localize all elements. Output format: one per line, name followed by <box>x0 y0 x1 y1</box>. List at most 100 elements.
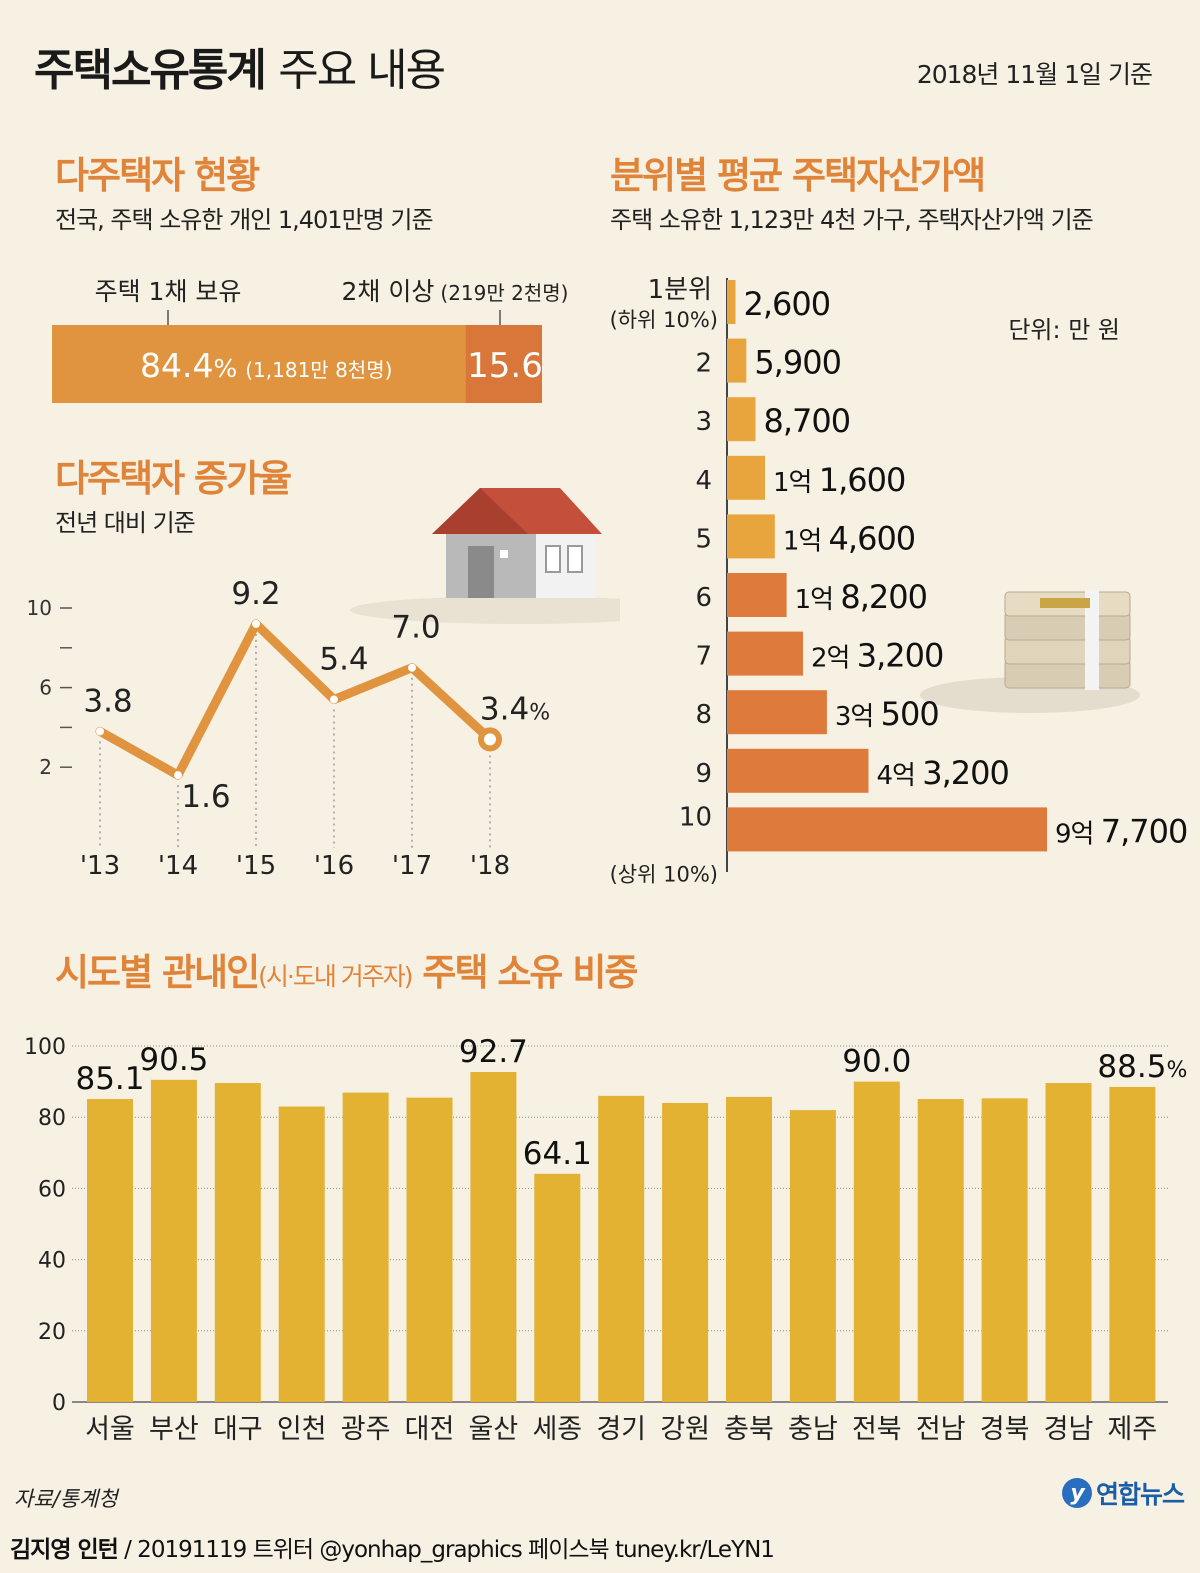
region-x-label: 광주 <box>341 1414 391 1445</box>
region-data-labels: 85.190.5 92.7 64.1 90.0 88.5% <box>75 1034 1187 1172</box>
asset-value-label: 5,900 <box>754 344 841 382</box>
region-bar <box>406 1097 453 1402</box>
region-x-label: 전북 <box>852 1414 902 1445</box>
region-ytick: 60 <box>38 1177 66 1202</box>
region-bar <box>853 1081 900 1402</box>
growth-polyline <box>95 619 495 780</box>
asset-bar <box>727 690 827 735</box>
region-bar <box>789 1110 836 1402</box>
asset-bar <box>727 280 736 324</box>
growth-title: 다주택자 증가율 <box>55 457 292 500</box>
asset-category-label: 8 <box>695 700 712 730</box>
credit-line: 김지영 인턴 / 20191119 트위터 @yonhap_graphics 페… <box>10 1530 775 1564</box>
yonhap-logo-text: 연합뉴스 <box>1095 1480 1185 1509</box>
growth-x-label: '18 <box>470 851 510 881</box>
asset-category-label: 6 <box>695 583 712 613</box>
label-two-homes: 2채 이상 (219만 2천명) <box>342 277 569 306</box>
region-x-label: 제주 <box>1108 1414 1158 1445</box>
asset-category-label: 2 <box>695 349 712 379</box>
house-icon <box>350 488 620 624</box>
asset-value-label: 1억 4,600 <box>783 519 915 557</box>
author: 김지영 인턴 <box>10 1537 119 1563</box>
growth-data-label: 5.4 <box>319 642 368 678</box>
asset-value-label: 3억 500 <box>835 695 939 733</box>
region-data-label: 88.5% <box>1097 1049 1187 1085</box>
region-x-label: 강원 <box>660 1414 710 1445</box>
growth-dotted-guides <box>99 633 491 848</box>
ownership-bar-chart: 주택 1채 보유 2채 이상 (219만 2천명) 84.4% (1,181만 8천… <box>52 277 569 403</box>
source-note: 자료/통계청 <box>14 1487 118 1511</box>
title-bold: 주택소유통계 <box>34 45 267 96</box>
credit-rest: / 20191119 트위터 @yonhap_graphics 페이스북 tun… <box>124 1537 775 1563</box>
growth-point <box>478 727 502 752</box>
asset-bar <box>727 455 765 500</box>
region-x-label: 경남 <box>1044 1414 1094 1445</box>
value-two-label: 15.6 <box>467 346 543 386</box>
asset-bars: 2,600 1분위 (하위 10%) 5,900 2 8,700 3 1억 1,600 4 1억 … <box>610 275 1189 886</box>
growth-x-label: '17 <box>392 851 432 881</box>
asset-value-label: 8,700 <box>763 402 850 440</box>
growth-x-label: '16 <box>314 851 354 881</box>
region-x-label: 서울 <box>85 1414 135 1445</box>
growth-ytick: 2 <box>39 755 52 779</box>
asset-value-label: 2억 3,200 <box>811 637 943 675</box>
asset-category-label: 10 <box>679 802 712 832</box>
title-light: 주요 내용 <box>278 45 446 96</box>
asset-category-label: 9 <box>695 759 712 789</box>
asset-bar <box>727 397 756 442</box>
region-data-label: 85.1 <box>75 1061 144 1097</box>
region-data-label: 90.5 <box>139 1042 208 1078</box>
region-bar <box>726 1096 772 1402</box>
page-title: 주택소유통계 주요 내용 <box>34 34 446 98</box>
ownership-bars <box>52 325 542 403</box>
label-one-home: 주택 1채 보유 <box>95 277 242 306</box>
asset-bar <box>727 631 803 676</box>
growth-data-label: 3.4% <box>480 691 550 727</box>
region-x-label: 경북 <box>980 1414 1030 1445</box>
growth-line-chart: 2 6 10 3.8 1.6 9.2 5.4 7.0 3.4% '13 '14 '15 '16 '17… <box>27 488 620 881</box>
asset-unit: 단위: 만 원 <box>1008 316 1120 344</box>
region-x-label: 대구 <box>213 1414 263 1445</box>
value-one-label: 84.4% (1,181만 8천명) <box>140 346 392 385</box>
multi-owner-title: 다주택자 현황 <box>55 154 260 197</box>
growth-ytick: 6 <box>39 676 52 700</box>
yonhap-logo: y 연합뉴스 <box>1061 1475 1185 1511</box>
growth-y-axis: 2 6 10 <box>27 596 72 779</box>
asset-category-label: 7 <box>695 642 712 672</box>
growth-point <box>252 619 260 628</box>
region-x-label: 경기 <box>596 1414 646 1445</box>
growth-data-label: 7.0 <box>391 610 440 646</box>
asset-category-label: 4 <box>695 466 712 496</box>
ownership-bar-1 <box>52 325 466 403</box>
region-bar-chart: 0 20 40 60 80 100 85.190.5 92.7 64.1 90.0 88.5% 서… <box>24 1034 1187 1445</box>
growth-data-labels: 3.8 1.6 9.2 5.4 7.0 3.4% <box>83 576 550 815</box>
basis-date: 2018년 11월 1일 기준 <box>916 60 1153 89</box>
growth-point <box>330 695 338 704</box>
growth-subtitle: 전년 대비 기준 <box>55 509 196 537</box>
growth-point <box>174 771 182 780</box>
region-x-label: 인천 <box>277 1414 327 1445</box>
region-bar <box>214 1083 261 1402</box>
asset-value-label: 1억 8,200 <box>795 578 927 616</box>
region-bar <box>981 1098 1028 1402</box>
region-bar <box>150 1079 197 1402</box>
region-x-label: 세종 <box>532 1414 582 1445</box>
asset-category-label: 1분위 <box>648 275 712 305</box>
region-data-label: 92.7 <box>459 1034 528 1070</box>
region-x-label: 울산 <box>469 1414 519 1445</box>
region-title: 시도별 관내인(시·도내 거주자) 주택 소유 비중 <box>55 951 638 994</box>
region-bar <box>342 1092 389 1402</box>
region-x-label: 전남 <box>916 1414 966 1445</box>
asset-value-label: 4억 3,200 <box>876 754 1008 792</box>
region-bar <box>1045 1083 1092 1402</box>
growth-ytick: 10 <box>27 596 52 620</box>
region-bar <box>662 1102 709 1402</box>
region-x-label: 부산 <box>149 1414 199 1445</box>
asset-category-sub: (하위 10%) <box>610 308 718 332</box>
region-bar <box>87 1099 133 1402</box>
region-bar <box>534 1173 581 1402</box>
region-bar <box>1109 1086 1156 1402</box>
asset-bar <box>727 748 869 793</box>
asset-category-label: 5 <box>695 524 712 554</box>
region-data-label: 64.1 <box>523 1136 592 1172</box>
